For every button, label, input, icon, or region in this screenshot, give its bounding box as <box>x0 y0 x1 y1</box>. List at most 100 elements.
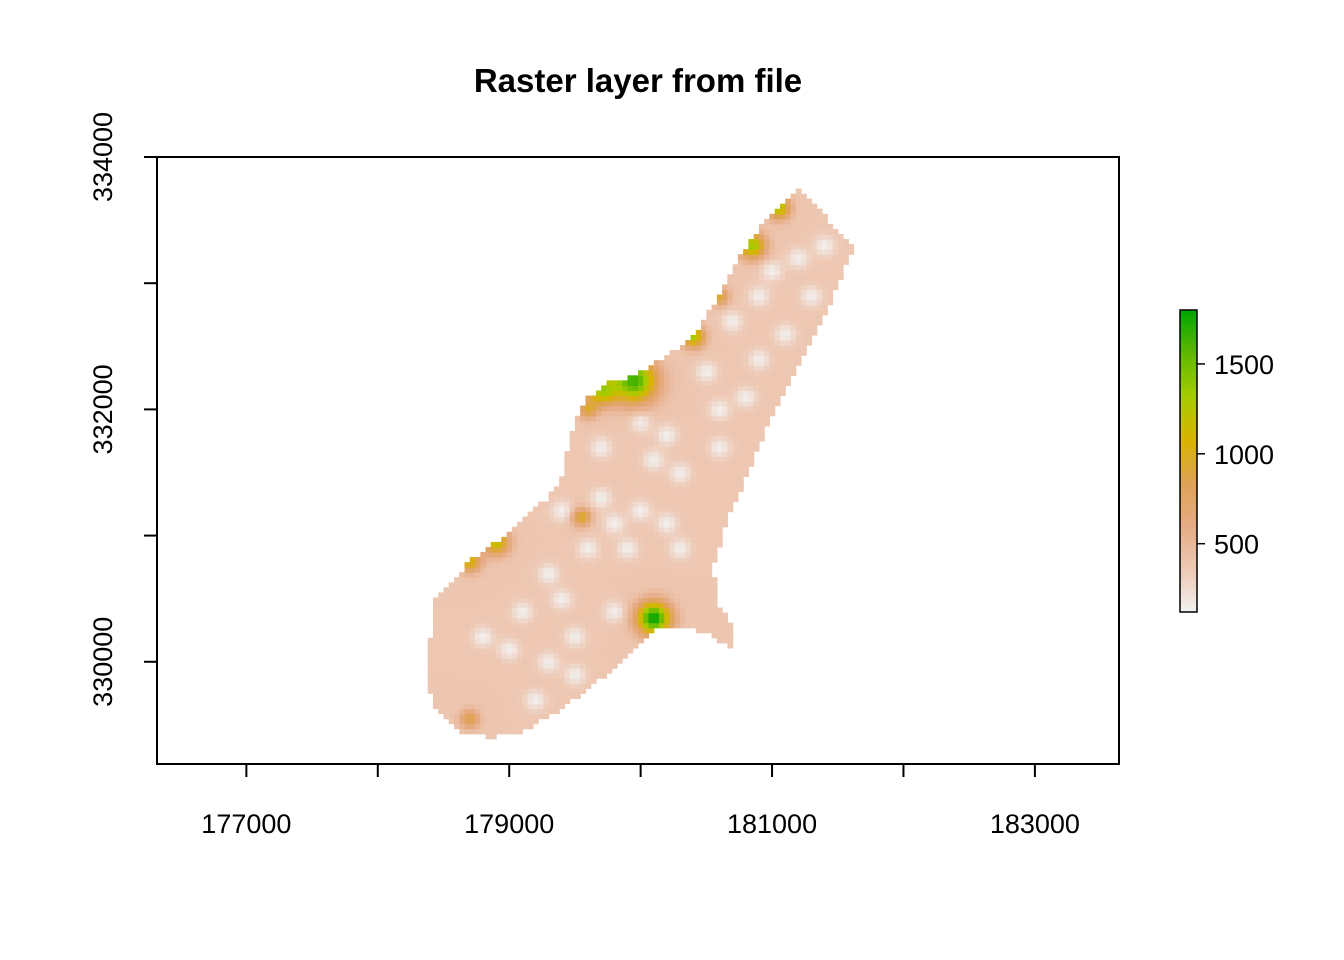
raster-cell <box>564 683 571 689</box>
raster-cell <box>527 592 534 599</box>
raster-cell <box>611 612 618 619</box>
raster-cell <box>511 698 518 705</box>
raster-cell <box>616 385 623 392</box>
raster-cell <box>464 713 471 720</box>
raster-cell <box>469 698 476 705</box>
raster-cell <box>606 405 613 412</box>
raster-cell <box>758 239 765 245</box>
raster-cell <box>727 440 734 447</box>
raster-cell <box>785 208 792 215</box>
raster-cell <box>743 471 749 477</box>
raster-cell <box>821 304 828 311</box>
raster-cell <box>737 466 744 472</box>
raster-cell <box>543 597 550 604</box>
raster-cell <box>795 259 802 265</box>
raster-cell <box>475 728 481 735</box>
raster-cell <box>653 617 660 624</box>
raster-cell <box>716 309 723 316</box>
raster-cell <box>627 541 634 548</box>
raster-cell <box>522 642 529 649</box>
raster-cell <box>464 582 471 588</box>
raster-cell <box>459 622 466 629</box>
raster-cell <box>469 577 476 583</box>
raster-cell <box>837 274 844 281</box>
raster-cell <box>574 546 581 553</box>
raster-cell <box>690 466 697 472</box>
raster-cell <box>674 592 681 599</box>
raster-cell <box>669 597 676 604</box>
raster-cell <box>632 501 639 508</box>
raster-cell <box>706 627 713 634</box>
raster-cell <box>711 430 718 437</box>
raster-cell <box>764 390 771 397</box>
raster-cell <box>601 410 608 417</box>
raster-cell <box>585 683 592 689</box>
raster-cell <box>590 440 597 447</box>
raster-cell <box>475 652 481 659</box>
raster-cell <box>774 339 781 346</box>
raster-cell <box>701 551 707 558</box>
raster-cell <box>574 562 581 568</box>
raster-cell <box>443 658 450 664</box>
raster-cell <box>496 622 502 629</box>
raster-cell <box>764 350 771 356</box>
raster-cell <box>438 602 445 609</box>
raster-cell <box>779 375 786 381</box>
raster-cell <box>427 652 434 659</box>
raster-cell <box>821 259 828 265</box>
raster-cell <box>517 627 523 634</box>
raster-cell <box>511 617 518 624</box>
raster-cell <box>485 627 492 634</box>
raster-cell <box>454 713 460 720</box>
raster-cell <box>680 405 686 412</box>
raster-cell <box>664 567 671 573</box>
raster-cell <box>695 622 702 629</box>
legend-color-step <box>1180 521 1197 526</box>
raster-cell <box>522 678 529 684</box>
raster-cell <box>764 294 771 301</box>
raster-cell <box>517 521 523 528</box>
raster-cell <box>553 562 560 568</box>
raster-cell <box>548 526 555 533</box>
raster-cell <box>574 435 581 442</box>
raster-cell <box>785 269 792 275</box>
raster-cell <box>727 375 734 381</box>
raster-cell <box>506 602 513 609</box>
raster-cell <box>443 708 450 715</box>
raster-cell <box>606 415 613 422</box>
raster-cell <box>574 632 581 639</box>
raster-cell <box>548 541 555 548</box>
raster-cell <box>769 319 776 326</box>
raster-cell <box>779 350 786 356</box>
raster-cell <box>611 511 618 518</box>
raster-cell <box>501 587 508 593</box>
raster-cell <box>732 380 739 387</box>
raster-cell <box>643 415 650 422</box>
raster-cell <box>585 551 592 558</box>
raster-cell <box>674 562 681 568</box>
raster-cell <box>601 511 608 518</box>
raster-cell <box>616 617 623 624</box>
raster-cell <box>711 541 718 548</box>
raster-cell <box>690 491 697 498</box>
raster-cell <box>706 567 713 573</box>
raster-cell <box>559 496 566 503</box>
raster-cell <box>685 400 692 407</box>
raster-cell <box>800 319 807 326</box>
legend-color-step <box>1180 487 1197 492</box>
raster-cell <box>669 395 676 402</box>
raster-cell <box>811 309 818 316</box>
raster-cell <box>716 511 723 518</box>
raster-cell <box>653 597 660 604</box>
raster-cell <box>774 319 781 326</box>
raster-cell <box>601 420 608 427</box>
raster-cell <box>548 632 555 639</box>
raster-cell <box>706 506 713 513</box>
raster-cell <box>727 339 734 346</box>
raster-cell <box>622 551 629 558</box>
raster-cell <box>569 617 576 624</box>
raster-cell <box>716 370 723 376</box>
raster-cell <box>553 572 560 578</box>
raster-cell <box>743 314 749 321</box>
